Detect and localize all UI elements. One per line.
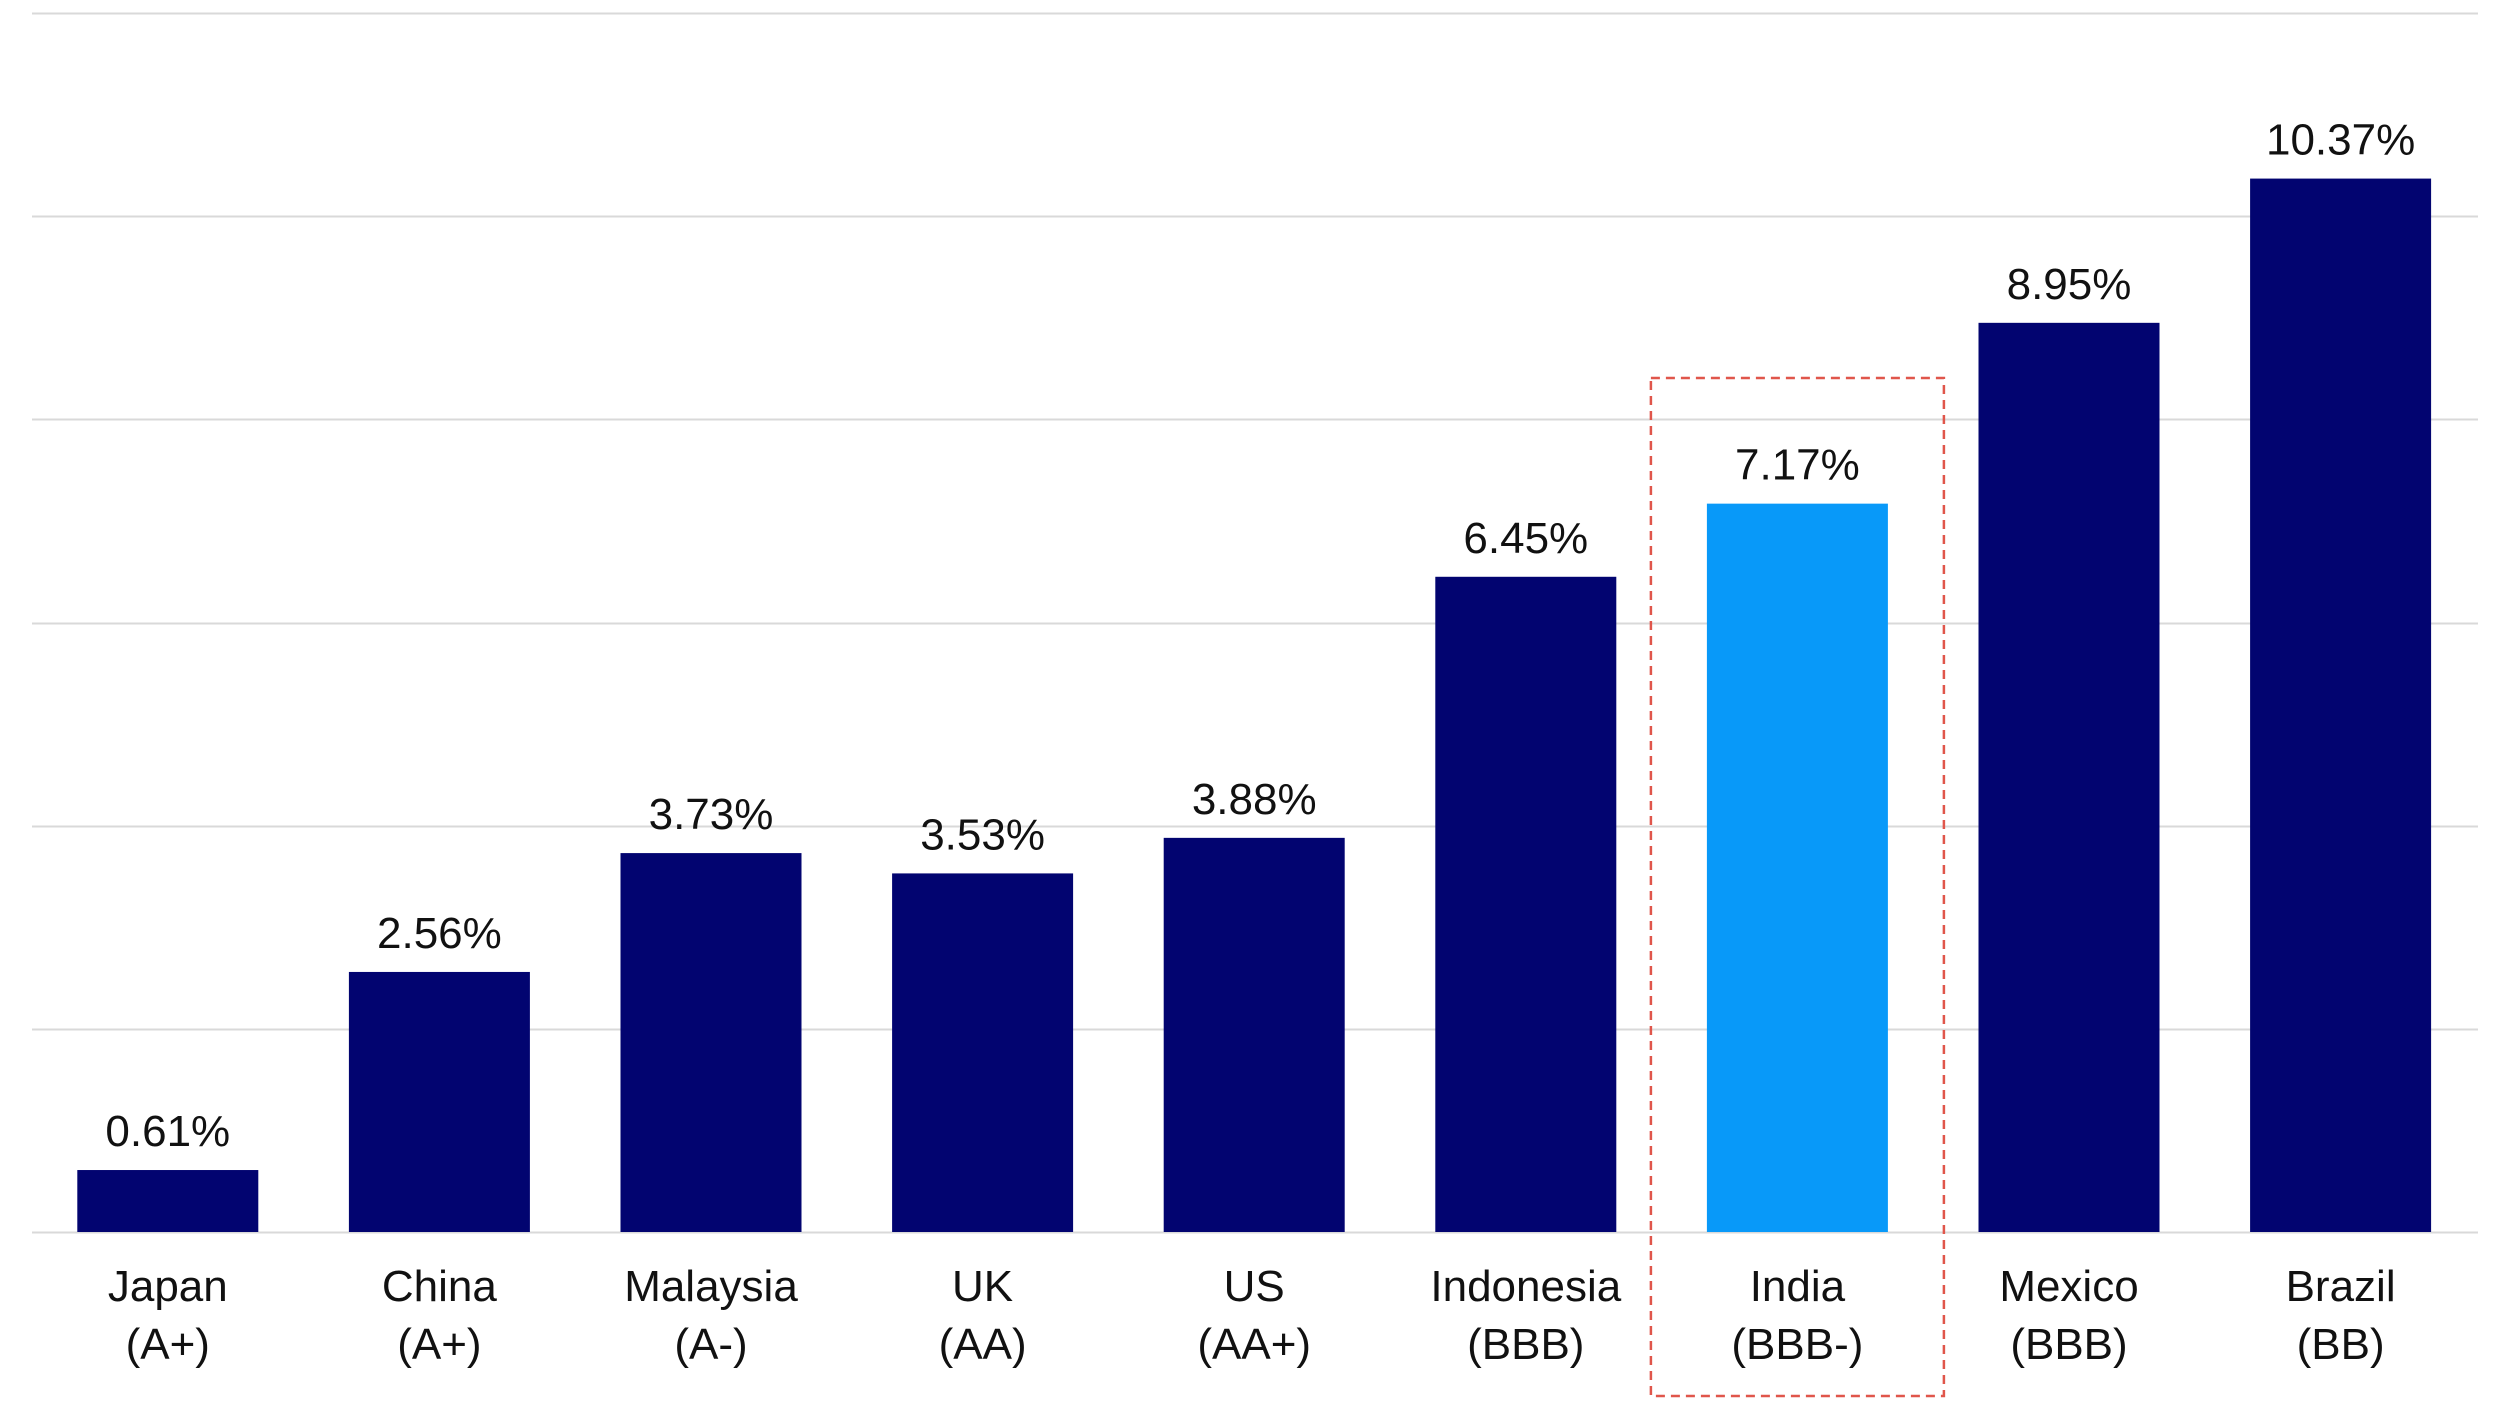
bar-mexico: [1978, 322, 2160, 1232]
bar-us: [1163, 837, 1345, 1232]
value-label: 3.88%: [1192, 775, 1317, 824]
category-rating: (AA+): [1197, 1320, 1311, 1369]
category-label: Brazil: [2286, 1262, 2396, 1311]
value-labels: 0.61% 2.56% 3.73% 3.53% 3.88% 6.45% 7.17% 8.95%…: [105, 116, 2415, 1156]
bar-india: [1706, 503, 1888, 1233]
category-rating: (BB): [2297, 1320, 2385, 1369]
category-label: US: [1224, 1262, 1285, 1311]
value-label: 3.53%: [920, 810, 1045, 859]
category-labels: Japan (A+) China (A+) Malaysia (A-) UK (AA) US (A…: [108, 1262, 2396, 1369]
category-rating: (A+): [397, 1320, 481, 1369]
category-rating: (A-): [674, 1320, 747, 1369]
bar-uk: [892, 873, 1074, 1232]
highlight-box: [1649, 376, 1946, 1398]
category-label: India: [1750, 1262, 1846, 1311]
category-rating: (BBB): [1467, 1320, 1584, 1369]
value-label: 3.73%: [649, 790, 774, 839]
category-label: Indonesia: [1430, 1262, 1621, 1311]
bar-china: [348, 971, 530, 1232]
category-rating: (BBB-): [1731, 1320, 1863, 1369]
bar-japan: [77, 1170, 259, 1232]
category-label: UK: [952, 1262, 1013, 1311]
category-rating: (A+): [126, 1320, 210, 1369]
value-label: 7.17%: [1735, 441, 1860, 490]
category-label: Japan: [108, 1262, 228, 1311]
category-label: Malaysia: [624, 1262, 798, 1311]
category-label: China: [382, 1262, 497, 1311]
value-label: 6.45%: [1463, 514, 1588, 563]
bar-indonesia: [1435, 576, 1617, 1232]
value-label: 2.56%: [377, 909, 502, 958]
bar-malaysia: [620, 853, 802, 1232]
value-label: 0.61%: [105, 1107, 230, 1156]
bars: [77, 178, 2432, 1233]
bar-brazil: [2250, 178, 2432, 1233]
highlight-frame: [1649, 376, 1946, 1398]
value-label: 10.37%: [2266, 116, 2415, 165]
category-label: Mexico: [1999, 1262, 2138, 1311]
category-rating: (AA): [939, 1320, 1027, 1369]
category-rating: (BBB): [2010, 1320, 2127, 1369]
value-label: 8.95%: [2007, 260, 2132, 309]
